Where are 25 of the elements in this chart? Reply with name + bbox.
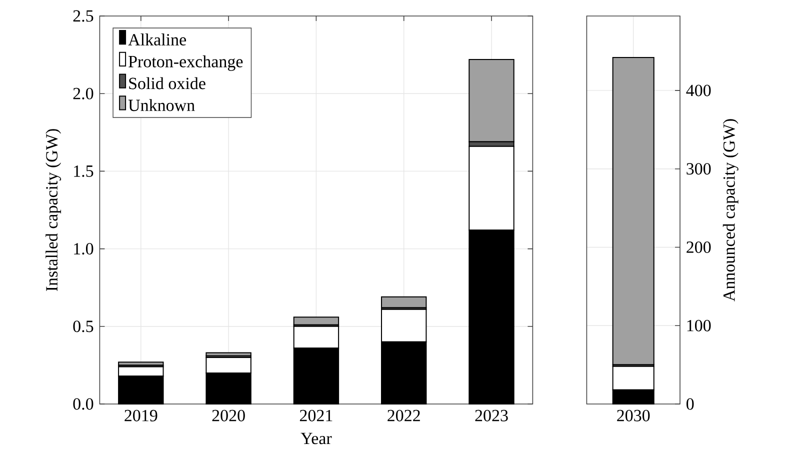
legend-label: Unknown xyxy=(128,99,195,112)
y-tick-label: 100 xyxy=(687,320,711,332)
y-tick-label: 0.5 xyxy=(73,320,94,332)
y-tick-label: 2.0 xyxy=(73,88,94,100)
legend-label: Solid oxide xyxy=(129,77,206,90)
x-tick-label: 2030 xyxy=(617,410,650,422)
y-tick-label: 0 xyxy=(686,398,694,410)
y-tick-label: 300 xyxy=(686,163,711,175)
y-axis-title: Announced capacity (GW) xyxy=(722,119,738,302)
x-tick-label: 2022 xyxy=(388,410,420,422)
x-axis-title: Year xyxy=(300,432,332,444)
y-tick-label: 0.0 xyxy=(73,398,94,410)
y-tick-label: 2.5 xyxy=(73,10,94,22)
x-tick-label: 2021 xyxy=(300,410,332,422)
y-axis-title: Installed capacity (GW) xyxy=(46,129,62,292)
legend-label: Proton-exchange xyxy=(128,55,243,71)
x-tick-label: 2020 xyxy=(212,410,245,422)
legend-label: Alkaline xyxy=(128,34,186,46)
x-tick-label: 2019 xyxy=(124,410,158,422)
x-tick-label: 2023 xyxy=(475,410,508,422)
bar xyxy=(468,58,514,142)
y-tick-label: 400 xyxy=(686,84,711,96)
y-tick-label: 1.0 xyxy=(74,243,94,255)
y-tick-label: 200 xyxy=(686,241,711,253)
y-tick-label: 1.5 xyxy=(74,165,94,177)
